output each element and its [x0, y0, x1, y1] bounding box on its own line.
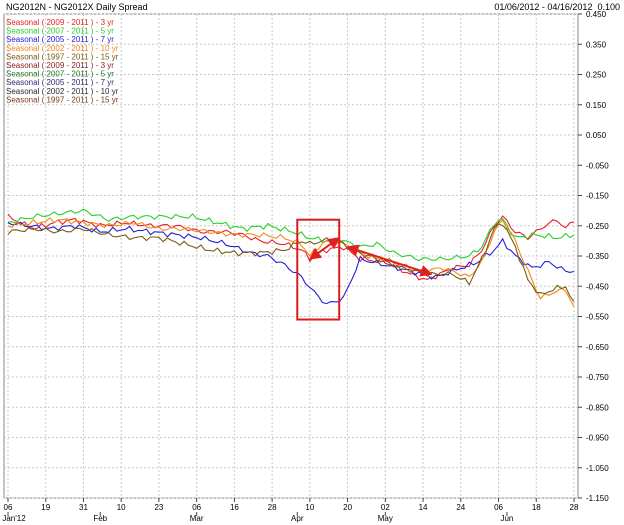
legend-entry: Seasonal ( 2009 - 2011 ) - 3 yr	[6, 61, 114, 70]
x-tick-label: 28	[268, 503, 277, 512]
x-tick-label: 14	[419, 503, 428, 512]
legend-entry: Seasonal ( 2005 - 2011 ) - 7 yr	[6, 35, 114, 44]
x-tick-label: 31	[79, 503, 88, 512]
y-tick-label: -0.850	[586, 403, 609, 412]
series-line	[7, 208, 575, 262]
series-line	[7, 223, 575, 302]
date-range-and-last-value: 01/06/2012 - 04/16/2012 0.100	[494, 2, 620, 12]
x-tick-label: 02	[381, 503, 390, 512]
y-tick-label: -0.750	[586, 373, 609, 382]
x-tick-label: 06	[192, 503, 201, 512]
legend-entry: Seasonal ( 2005 - 2011 ) - 7 yr	[6, 78, 114, 87]
y-tick-label: -1.150	[586, 494, 609, 503]
x-tick-label: 10	[117, 503, 126, 512]
chart-title: NG2012N - NG2012X Daily Spread	[6, 2, 148, 12]
x-tick-label: 28	[570, 503, 579, 512]
annotation-arrow	[346, 244, 433, 277]
legend-entry: Seasonal ( 2007 - 2011 ) - 5 yr	[6, 70, 114, 79]
x-tick-label: 23	[154, 503, 163, 512]
series-line	[7, 217, 575, 307]
x-tick-label: 19	[41, 503, 50, 512]
legend-entry: Seasonal ( 2007 - 2011 ) - 5 yr	[6, 27, 114, 36]
y-tick-label: -0.050	[586, 161, 609, 170]
month-label: Apr	[291, 514, 304, 523]
month-label: Feb	[93, 514, 107, 523]
month-label: May	[378, 514, 393, 523]
legend-entry: Seasonal ( 1997 - 2011 ) - 15 yr	[6, 95, 119, 104]
y-tick-label: 0.050	[586, 131, 607, 140]
month-label: Mar	[190, 514, 204, 523]
y-tick-label: -0.450	[586, 282, 609, 291]
legend-entry: Seasonal ( 2009 - 2011 ) - 3 yr	[6, 18, 114, 27]
x-tick-label: 16	[230, 503, 239, 512]
legend-entry: Seasonal ( 2002 - 2011 ) - 10 yr	[6, 44, 119, 53]
y-tick-label: -0.950	[586, 434, 609, 443]
y-tick-label: -1.050	[586, 464, 609, 473]
month-label: Jun	[500, 514, 513, 523]
x-tick-label: 24	[456, 503, 465, 512]
y-tick-label: -0.550	[586, 313, 609, 322]
y-tick-label: 0.350	[586, 40, 607, 49]
x-tick-label: 06	[494, 503, 503, 512]
y-tick-label: 0.450	[586, 10, 607, 19]
legend-entry: Seasonal ( 1997 - 2011 ) - 15 yr	[6, 52, 119, 61]
x-tick-label: 20	[343, 503, 352, 512]
legend-entry: Seasonal ( 2002 - 2011 ) - 10 yr	[6, 87, 119, 96]
y-tick-label: 0.150	[586, 101, 607, 110]
x-tick-label: 18	[532, 503, 541, 512]
annotation-arrow	[308, 237, 341, 260]
month-label: Jan'12	[2, 514, 26, 523]
y-tick-label: -0.650	[586, 343, 609, 352]
date-range: 01/06/2012 - 04/16/2012	[494, 2, 593, 12]
x-tick-label: 06	[4, 503, 13, 512]
y-tick-label: -0.350	[586, 252, 609, 261]
y-tick-label: 0.250	[586, 71, 607, 80]
highlight-box	[296, 218, 341, 321]
x-tick-label: 10	[305, 503, 314, 512]
y-tick-label: -0.250	[586, 222, 609, 231]
last-value: 0.100	[597, 2, 620, 12]
y-tick-label: -0.150	[586, 192, 609, 201]
